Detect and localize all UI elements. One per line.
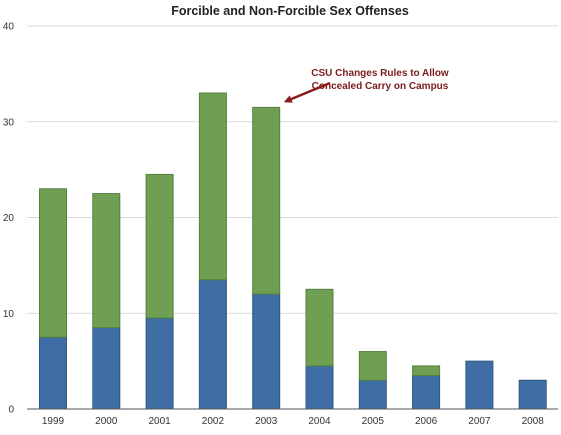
y-tick-label: 30	[3, 117, 15, 128]
bar-2000-series-1	[92, 327, 121, 410]
y-tick-label: 20	[3, 213, 15, 224]
y-tick-label: 0	[8, 405, 14, 416]
x-tick-label: 2007	[468, 416, 491, 427]
bar-1999-series-2	[39, 188, 67, 338]
axes: 0 10 20 30 40 1999 2000 2001 2002 2003 2004 2005 200…	[3, 22, 558, 427]
annotation-line-1: CSU Changes Rules to Allow	[311, 68, 449, 79]
bar-2000-series-2	[92, 193, 121, 329]
annotation-line-2: Concealed Carry on Campus	[312, 81, 449, 92]
annotation: CSU Changes Rules to Allow Concealed Car…	[283, 68, 449, 103]
bar-2001-series-1	[145, 317, 174, 410]
bar-2008-series-1	[518, 379, 547, 410]
bar-2003-series-2	[252, 106, 281, 295]
bar-2002-series-1	[198, 279, 227, 410]
bar-2007-series-1	[465, 360, 494, 410]
bar-2001-series-2	[145, 173, 174, 319]
bars	[39, 92, 547, 410]
bar-2002-series-2	[198, 92, 227, 281]
y-tick-label: 10	[3, 309, 15, 320]
x-tick-label: 2001	[148, 416, 171, 427]
x-tick-label: 2004	[308, 416, 331, 427]
x-tick-label: 2006	[415, 416, 438, 427]
chart-title: Forcible and Non-Forcible Sex Offenses	[171, 4, 409, 18]
x-tick-label: 2003	[255, 416, 278, 427]
y-tick-label: 40	[3, 22, 15, 33]
x-tick-label: 2005	[362, 416, 385, 427]
bar-2004-series-2	[305, 288, 334, 367]
x-tick-label: 2000	[95, 416, 118, 427]
bar-2006-series-2	[412, 365, 441, 376]
x-tick-label: 2008	[522, 416, 545, 427]
bar-2004-series-1	[305, 365, 334, 410]
x-tick-label: 2002	[202, 416, 225, 427]
bar-1999-series-1	[39, 336, 67, 410]
annotation-arrow	[283, 81, 331, 103]
bar-2005-series-2	[358, 351, 387, 381]
bar-2006-series-1	[412, 374, 441, 410]
bar-2005-series-1	[358, 379, 387, 410]
bar-2003-series-1	[252, 293, 281, 410]
x-tick-label: 1999	[42, 416, 65, 427]
